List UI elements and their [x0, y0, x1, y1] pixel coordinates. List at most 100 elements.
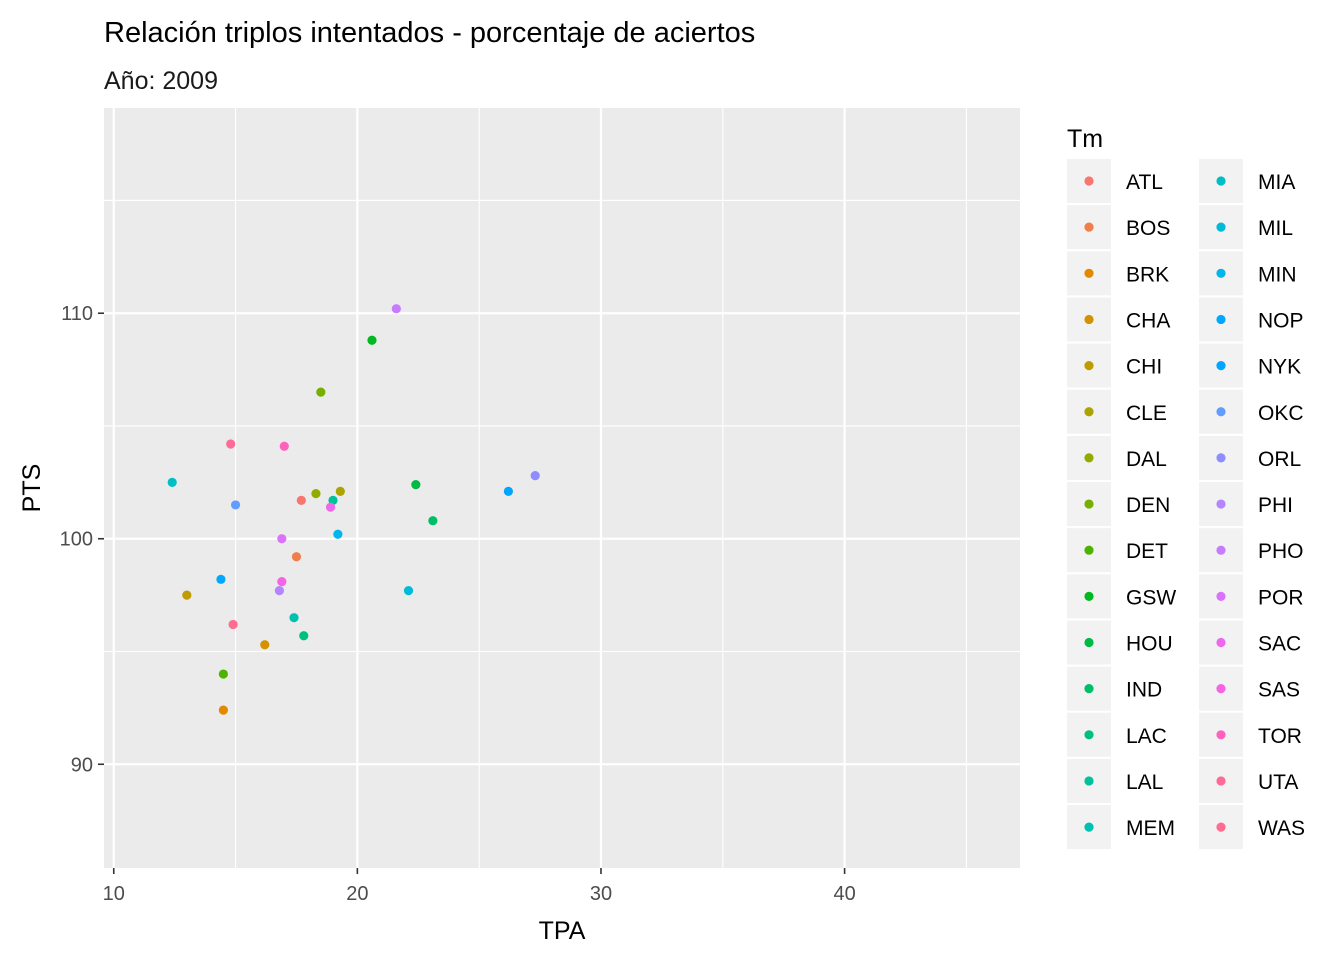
legend: Tm ATL BOS BRK CHA CHI CLE DAL DEN DET GSW HOU IND L…: [1067, 125, 1305, 850]
legend-label: MIL: [1258, 217, 1293, 240]
data-point-okc: [230, 500, 241, 510]
y-tick-label: 110: [61, 303, 93, 325]
legend-key-swatch: [1084, 407, 1094, 417]
legend-item-min: MIN: [1199, 251, 1297, 296]
data-point-chi: [182, 590, 192, 600]
legend-item-det: DET: [1067, 528, 1168, 573]
legend-key-swatch: [1216, 314, 1226, 325]
legend-label: NYK: [1258, 356, 1301, 379]
legend-key-swatch: [1084, 591, 1094, 601]
legend-key-swatch: [1216, 268, 1226, 278]
legend-label: SAC: [1258, 633, 1301, 656]
legend-item-was: WAS: [1199, 805, 1305, 850]
x-tick-label: 10: [103, 883, 125, 905]
legend-item-okc: OKC: [1199, 389, 1304, 434]
data-point-brk: [218, 705, 228, 715]
data-point-por: [277, 534, 287, 544]
legend-label: DET: [1126, 540, 1168, 563]
legend-key-swatch: [1084, 314, 1094, 325]
legend-key-swatch: [1216, 407, 1226, 417]
data-point-orl: [530, 470, 540, 481]
legend-label: POR: [1258, 586, 1304, 609]
legend-label: NOP: [1258, 309, 1304, 332]
legend-item-uta: UTA: [1199, 758, 1298, 803]
legend-item-gsw: GSW: [1067, 574, 1176, 619]
x-tick-label: 20: [346, 883, 368, 905]
legend-key-swatch: [1084, 684, 1094, 694]
legend-item-brk: BRK: [1067, 251, 1169, 296]
legend-key-swatch: [1216, 176, 1226, 186]
legend-key-swatch: [1216, 222, 1226, 232]
legend-label: SAS: [1258, 679, 1300, 702]
legend-label: CHI: [1126, 356, 1162, 379]
data-point-cle: [335, 486, 345, 496]
data-point-sac: [325, 502, 336, 512]
legend-key-swatch: [1216, 591, 1226, 601]
data-point-nop: [216, 574, 226, 584]
legend-item-tor: TOR: [1199, 712, 1302, 757]
legend-item-pho: PHO: [1199, 528, 1304, 573]
y-tick-label: 100: [60, 529, 93, 551]
data-point-bos: [291, 552, 302, 562]
chart-title: Relación triplos intentados - porcentaje…: [104, 17, 755, 49]
data-points: [167, 304, 540, 715]
legend-label: MEM: [1126, 817, 1175, 840]
y-tick-label: 90: [71, 754, 93, 776]
legend-item-cle: CLE: [1067, 389, 1167, 434]
legend-key-swatch: [1216, 730, 1226, 740]
legend-item-ind: IND: [1067, 666, 1162, 711]
data-point-ind: [428, 516, 438, 526]
legend-label: ORL: [1258, 448, 1301, 471]
legend-label: GSW: [1126, 586, 1176, 609]
legend-item-hou: HOU: [1067, 620, 1173, 665]
data-point-was: [228, 619, 238, 630]
data-point-sas: [277, 576, 287, 587]
data-point-gsw: [367, 335, 377, 345]
legend-items: ATL BOS BRK CHA CHI CLE DAL DEN DET GSW HOU IND LAC L…: [1067, 159, 1305, 850]
legend-item-sas: SAS: [1199, 666, 1300, 711]
legend-key-swatch: [1084, 499, 1094, 509]
legend-label: TOR: [1258, 725, 1302, 748]
legend-label: MIA: [1258, 171, 1295, 194]
data-point-cha: [260, 640, 270, 650]
data-point-hou: [411, 480, 421, 490]
y-axis-tick-labels: 90 100 110: [60, 303, 93, 776]
legend-label: ATL: [1126, 171, 1163, 194]
legend-label: PHI: [1258, 494, 1293, 517]
legend-key-swatch: [1216, 684, 1226, 694]
legend-item-phi: PHI: [1199, 482, 1293, 527]
legend-key-swatch: [1084, 222, 1094, 232]
data-point-nyk: [503, 486, 514, 496]
legend-key-swatch: [1216, 453, 1226, 463]
x-tick-label: 40: [833, 883, 855, 905]
legend-key-swatch: [1084, 268, 1094, 278]
legend-key-swatch: [1084, 453, 1094, 463]
legend-key-swatch: [1216, 822, 1226, 832]
legend-label: UTA: [1258, 771, 1298, 794]
data-point-min: [333, 529, 343, 539]
legend-label: PHO: [1258, 540, 1304, 563]
x-tick-label: 30: [590, 883, 612, 905]
data-point-mem: [289, 613, 299, 623]
legend-item-lal: LAL: [1067, 758, 1163, 803]
legend-label: DEN: [1126, 494, 1170, 517]
chart-subtitle: Año: 2009: [104, 67, 218, 95]
legend-item-bos: BOS: [1067, 205, 1170, 250]
x-axis-tick-labels: 10 20 30 40: [103, 883, 856, 905]
data-point-phi: [274, 586, 285, 596]
legend-label: IND: [1126, 679, 1162, 702]
legend-label: BRK: [1126, 263, 1169, 286]
data-point-tor: [279, 441, 289, 451]
data-point-den: [316, 387, 326, 397]
legend-key-swatch: [1084, 176, 1094, 186]
legend-title: Tm: [1067, 125, 1103, 153]
legend-item-sac: SAC: [1199, 620, 1301, 665]
data-point-dal: [311, 489, 321, 499]
legend-key-swatch: [1216, 637, 1226, 648]
legend-label: DAL: [1126, 448, 1167, 471]
legend-key-swatch: [1084, 361, 1094, 371]
legend-label: OKC: [1258, 402, 1304, 425]
minor-gridlines: [104, 108, 1020, 868]
data-point-det: [218, 669, 228, 679]
data-point-atl: [296, 495, 306, 506]
